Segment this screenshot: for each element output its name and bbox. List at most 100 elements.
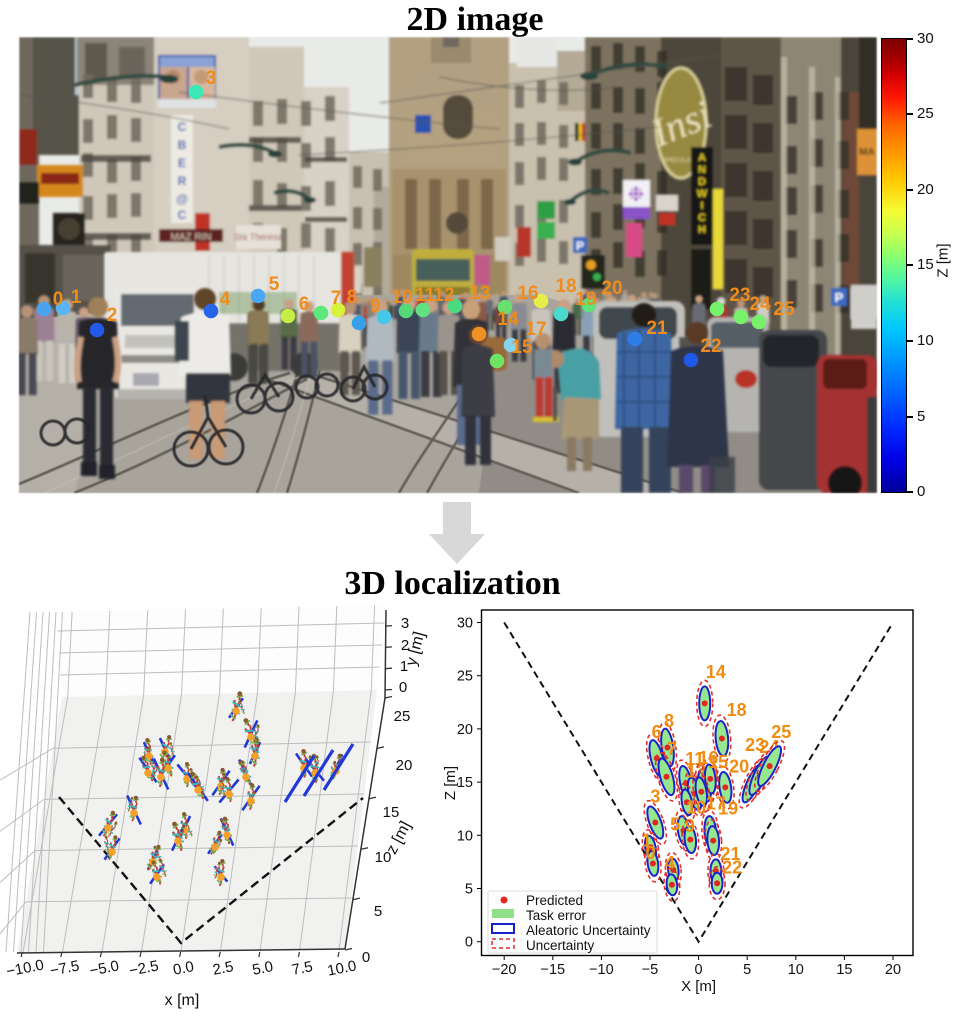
svg-text:0: 0: [53, 289, 64, 310]
svg-text:10: 10: [686, 797, 706, 817]
svg-text:−15: −15: [540, 962, 565, 978]
svg-text:23: 23: [745, 735, 765, 755]
svg-text:2: 2: [107, 305, 118, 326]
svg-text:10: 10: [391, 287, 412, 308]
svg-text:3: 3: [206, 68, 217, 89]
svg-text:16: 16: [517, 283, 538, 304]
svg-text:−5.0: −5.0: [88, 957, 120, 979]
svg-text:5: 5: [465, 882, 473, 898]
svg-text:H: H: [698, 224, 706, 236]
svg-text:y [m]: y [m]: [403, 630, 428, 668]
svg-text:18: 18: [555, 276, 576, 297]
svg-text:14: 14: [706, 662, 726, 682]
svg-text:7: 7: [331, 288, 342, 309]
svg-text:z [m]: z [m]: [383, 819, 414, 858]
svg-text:12: 12: [433, 285, 454, 306]
svg-text:W: W: [697, 188, 708, 200]
svg-text:−20: −20: [492, 962, 517, 978]
svg-text:2: 2: [401, 637, 409, 654]
svg-text:−5: −5: [642, 962, 659, 978]
svg-text:Predicted: Predicted: [526, 893, 583, 908]
svg-text:19: 19: [718, 799, 738, 819]
svg-text:11: 11: [685, 749, 704, 769]
svg-text:6: 6: [299, 294, 310, 315]
svg-text:11: 11: [415, 285, 436, 306]
svg-text:21: 21: [720, 844, 740, 864]
svg-text:x [m]: x [m]: [165, 992, 200, 1009]
svg-text:@: @: [176, 192, 188, 206]
svg-text:15: 15: [383, 804, 400, 821]
svg-text:5: 5: [374, 903, 382, 920]
svg-text:X [m]: X [m]: [681, 978, 716, 995]
svg-text:7: 7: [667, 739, 677, 759]
svg-text:16: 16: [698, 748, 718, 768]
svg-text:Aleatoric Uncertainty: Aleatoric Uncertainty: [526, 923, 651, 938]
svg-text:4: 4: [220, 289, 231, 310]
svg-text:5: 5: [743, 962, 751, 978]
svg-text:MAZ RIN: MAZ RIN: [170, 232, 211, 243]
svg-text:5: 5: [670, 815, 680, 835]
svg-text:0: 0: [645, 843, 655, 863]
svg-text:−7.5: −7.5: [49, 957, 81, 979]
svg-text:0: 0: [399, 679, 407, 696]
svg-text:Z [m]: Z [m]: [442, 766, 459, 800]
svg-text:5.0: 5.0: [251, 958, 275, 979]
svg-text:❉: ❉: [628, 184, 645, 206]
svg-text:0: 0: [362, 949, 370, 966]
svg-text:20: 20: [457, 722, 473, 738]
svg-text:20: 20: [601, 278, 622, 299]
svg-text:20: 20: [729, 757, 749, 777]
svg-text:24: 24: [749, 294, 771, 315]
svg-text:19: 19: [575, 289, 596, 310]
svg-text:0: 0: [695, 962, 703, 978]
svg-text:15: 15: [836, 962, 852, 978]
svg-text:I: I: [700, 200, 703, 212]
svg-text:3: 3: [650, 786, 660, 806]
svg-text:8: 8: [347, 287, 358, 308]
svg-text:4: 4: [665, 853, 675, 873]
svg-text:Uncertainty: Uncertainty: [526, 938, 595, 953]
svg-text:1: 1: [642, 831, 652, 851]
svg-text:R: R: [178, 174, 187, 188]
svg-text:22: 22: [722, 858, 742, 878]
svg-text:B: B: [178, 138, 187, 152]
svg-text:25: 25: [773, 299, 795, 320]
svg-text:2.5: 2.5: [211, 958, 235, 979]
svg-text:9: 9: [685, 816, 695, 836]
svg-text:15: 15: [708, 752, 728, 772]
svg-text:18: 18: [727, 700, 747, 720]
svg-text:D: D: [698, 176, 706, 188]
svg-text:P: P: [835, 290, 844, 305]
svg-text:30: 30: [457, 616, 473, 632]
svg-text:22: 22: [700, 336, 721, 357]
svg-text:Task error: Task error: [526, 908, 587, 923]
svg-text:8: 8: [664, 711, 674, 731]
svg-text:20: 20: [885, 962, 901, 978]
svg-text:17: 17: [706, 794, 726, 814]
svg-text:1: 1: [400, 658, 408, 675]
svg-text:0: 0: [465, 935, 473, 951]
svg-text:6: 6: [652, 722, 662, 742]
svg-text:17: 17: [525, 319, 546, 340]
svg-text:10: 10: [457, 828, 473, 844]
svg-text:−10.0: −10.0: [5, 957, 46, 981]
svg-text:3: 3: [401, 615, 409, 632]
svg-text:C: C: [698, 212, 706, 224]
svg-text:15: 15: [457, 775, 473, 791]
svg-text:10: 10: [788, 962, 804, 978]
svg-text:0.0: 0.0: [172, 958, 196, 979]
svg-text:14: 14: [497, 309, 519, 330]
svg-text:21: 21: [646, 318, 668, 339]
svg-text:25: 25: [394, 708, 411, 725]
svg-text:A: A: [698, 152, 706, 164]
svg-text:C: C: [178, 208, 187, 222]
svg-text:5: 5: [269, 274, 280, 295]
svg-text:13: 13: [469, 283, 490, 304]
svg-text:15: 15: [511, 337, 533, 358]
svg-text:E: E: [178, 156, 186, 170]
svg-text:C: C: [178, 120, 187, 134]
svg-text:1: 1: [71, 287, 82, 308]
svg-text:10: 10: [375, 849, 392, 866]
svg-text:9: 9: [370, 296, 381, 317]
svg-text:P: P: [576, 239, 584, 253]
